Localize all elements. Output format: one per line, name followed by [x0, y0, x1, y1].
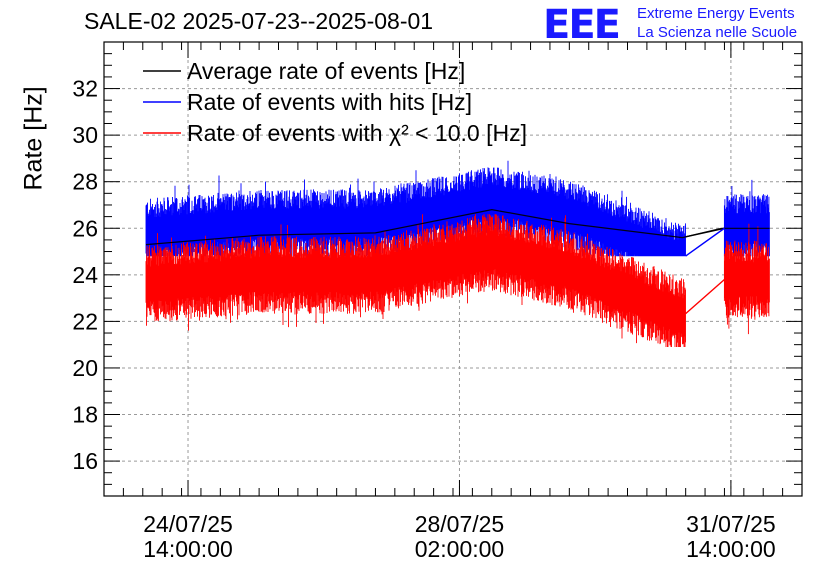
x-tick-label-date: 28/07/25	[415, 511, 505, 537]
y-tick-label: 32	[72, 76, 98, 102]
y-tick-label: 26	[72, 215, 98, 241]
axis-ticks: 16182022242628303224/07/2514:00:0028/07/…	[72, 42, 802, 562]
legend-label: Rate of events with hits [Hz]	[187, 89, 472, 115]
legend-label: Average rate of events [Hz]	[187, 58, 465, 84]
series-line-average	[145, 208, 770, 246]
gap-connector-1	[685, 227, 725, 257]
legend: Average rate of events [Hz] Rate of event…	[143, 58, 527, 146]
x-tick-label-time: 14:00:00	[686, 536, 776, 562]
series-band-chi2-seg2	[723, 223, 770, 335]
legend-label: Rate of events with χ² < 10.0 [Hz]	[187, 120, 527, 146]
y-tick-label: 20	[72, 355, 98, 381]
chart-title: SALE-02 2025-07-23--2025-08-01	[84, 8, 434, 34]
x-tick-label-date: 24/07/25	[143, 511, 233, 537]
series-lines	[145, 208, 770, 315]
y-tick-label: 16	[72, 448, 98, 474]
brand-text: Extreme Energy Events La Scienza nelle S…	[637, 4, 797, 42]
series-band-hits-seg2	[723, 179, 770, 257]
y-tick-label: 28	[72, 169, 98, 195]
noise-bands	[145, 160, 770, 347]
eee-logo: EEE	[543, 2, 621, 48]
brand-line-2: La Scienza nelle Scuole	[637, 24, 798, 41]
y-tick-label: 30	[72, 122, 98, 148]
x-tick-label-time: 14:00:00	[143, 536, 233, 562]
gap-connector-2	[685, 278, 725, 315]
y-tick-label: 18	[72, 402, 98, 428]
brand-line-1: Extreme Energy Events	[637, 5, 795, 22]
y-tick-label: 24	[72, 262, 98, 288]
x-tick-label-date: 31/07/25	[686, 511, 776, 537]
series-band-chi2-seg1	[145, 214, 686, 347]
x-tick-label-time: 02:00:00	[415, 536, 505, 562]
y-tick-label: 22	[72, 308, 98, 334]
